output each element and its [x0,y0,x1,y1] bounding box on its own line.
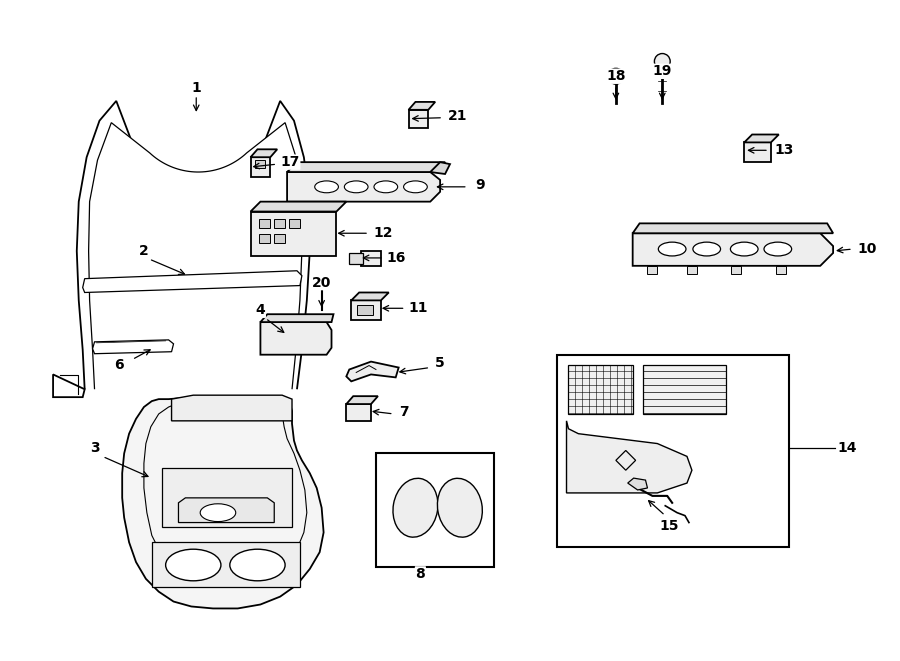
Text: 19: 19 [652,64,672,78]
Bar [289,219,300,228]
Polygon shape [53,374,85,397]
Text: 3: 3 [90,442,99,455]
Polygon shape [260,314,334,322]
Polygon shape [93,340,174,354]
Text: 21: 21 [448,109,468,123]
Bar [556,355,788,547]
Polygon shape [76,101,310,389]
Polygon shape [250,149,277,157]
Bar [274,234,285,243]
Text: 20: 20 [312,276,331,290]
Bar [776,266,786,274]
Polygon shape [633,233,833,266]
Text: 11: 11 [409,301,428,315]
Ellipse shape [345,181,368,193]
Ellipse shape [166,549,220,581]
Ellipse shape [658,242,686,256]
Polygon shape [430,162,450,174]
Polygon shape [351,300,381,320]
Text: 4: 4 [256,303,266,317]
Bar [376,453,494,567]
Polygon shape [250,202,346,212]
Text: 15: 15 [660,518,679,533]
Bar [357,305,373,315]
Text: 5: 5 [436,356,445,369]
Polygon shape [287,172,440,202]
Text: 17: 17 [281,155,300,169]
Text: 7: 7 [399,405,409,419]
Polygon shape [361,251,381,266]
Circle shape [654,54,670,69]
Ellipse shape [731,242,758,256]
Polygon shape [409,102,436,110]
Polygon shape [178,498,274,523]
Polygon shape [260,322,331,355]
Ellipse shape [393,479,438,537]
Polygon shape [88,123,302,389]
Polygon shape [250,212,337,256]
Polygon shape [83,271,302,292]
Polygon shape [162,468,292,527]
Bar [732,266,742,274]
Ellipse shape [437,479,482,537]
Bar [274,219,285,228]
Polygon shape [351,292,389,300]
Text: 1: 1 [192,81,201,95]
Ellipse shape [230,549,285,581]
Ellipse shape [403,181,427,193]
Polygon shape [744,142,771,162]
Polygon shape [250,157,270,177]
Polygon shape [569,365,633,414]
Polygon shape [643,365,726,414]
Bar [259,219,270,228]
Ellipse shape [693,242,721,256]
Polygon shape [346,396,378,404]
Bar [647,266,657,274]
Polygon shape [409,110,428,128]
Text: 6: 6 [114,358,124,371]
Polygon shape [633,223,833,233]
Polygon shape [346,362,399,381]
Polygon shape [152,542,300,587]
Ellipse shape [315,181,338,193]
Text: 18: 18 [606,69,626,83]
Ellipse shape [764,242,792,256]
Text: 12: 12 [374,226,392,240]
Text: 8: 8 [416,567,426,581]
Text: 16: 16 [386,251,405,265]
Bar [259,234,270,243]
Ellipse shape [374,181,398,193]
Bar [687,266,697,274]
Polygon shape [317,276,327,286]
Polygon shape [744,134,778,142]
Polygon shape [349,253,363,264]
Bar [256,160,266,168]
Text: 9: 9 [475,178,484,192]
Text: 13: 13 [774,143,794,157]
Ellipse shape [200,504,236,522]
Text: 14: 14 [837,442,857,455]
Polygon shape [346,404,371,421]
Polygon shape [122,397,324,609]
Polygon shape [287,162,446,172]
Text: 2: 2 [139,244,148,258]
Polygon shape [566,421,692,493]
Text: 10: 10 [857,242,877,256]
Circle shape [608,68,624,84]
Polygon shape [627,478,647,490]
Polygon shape [172,395,292,421]
